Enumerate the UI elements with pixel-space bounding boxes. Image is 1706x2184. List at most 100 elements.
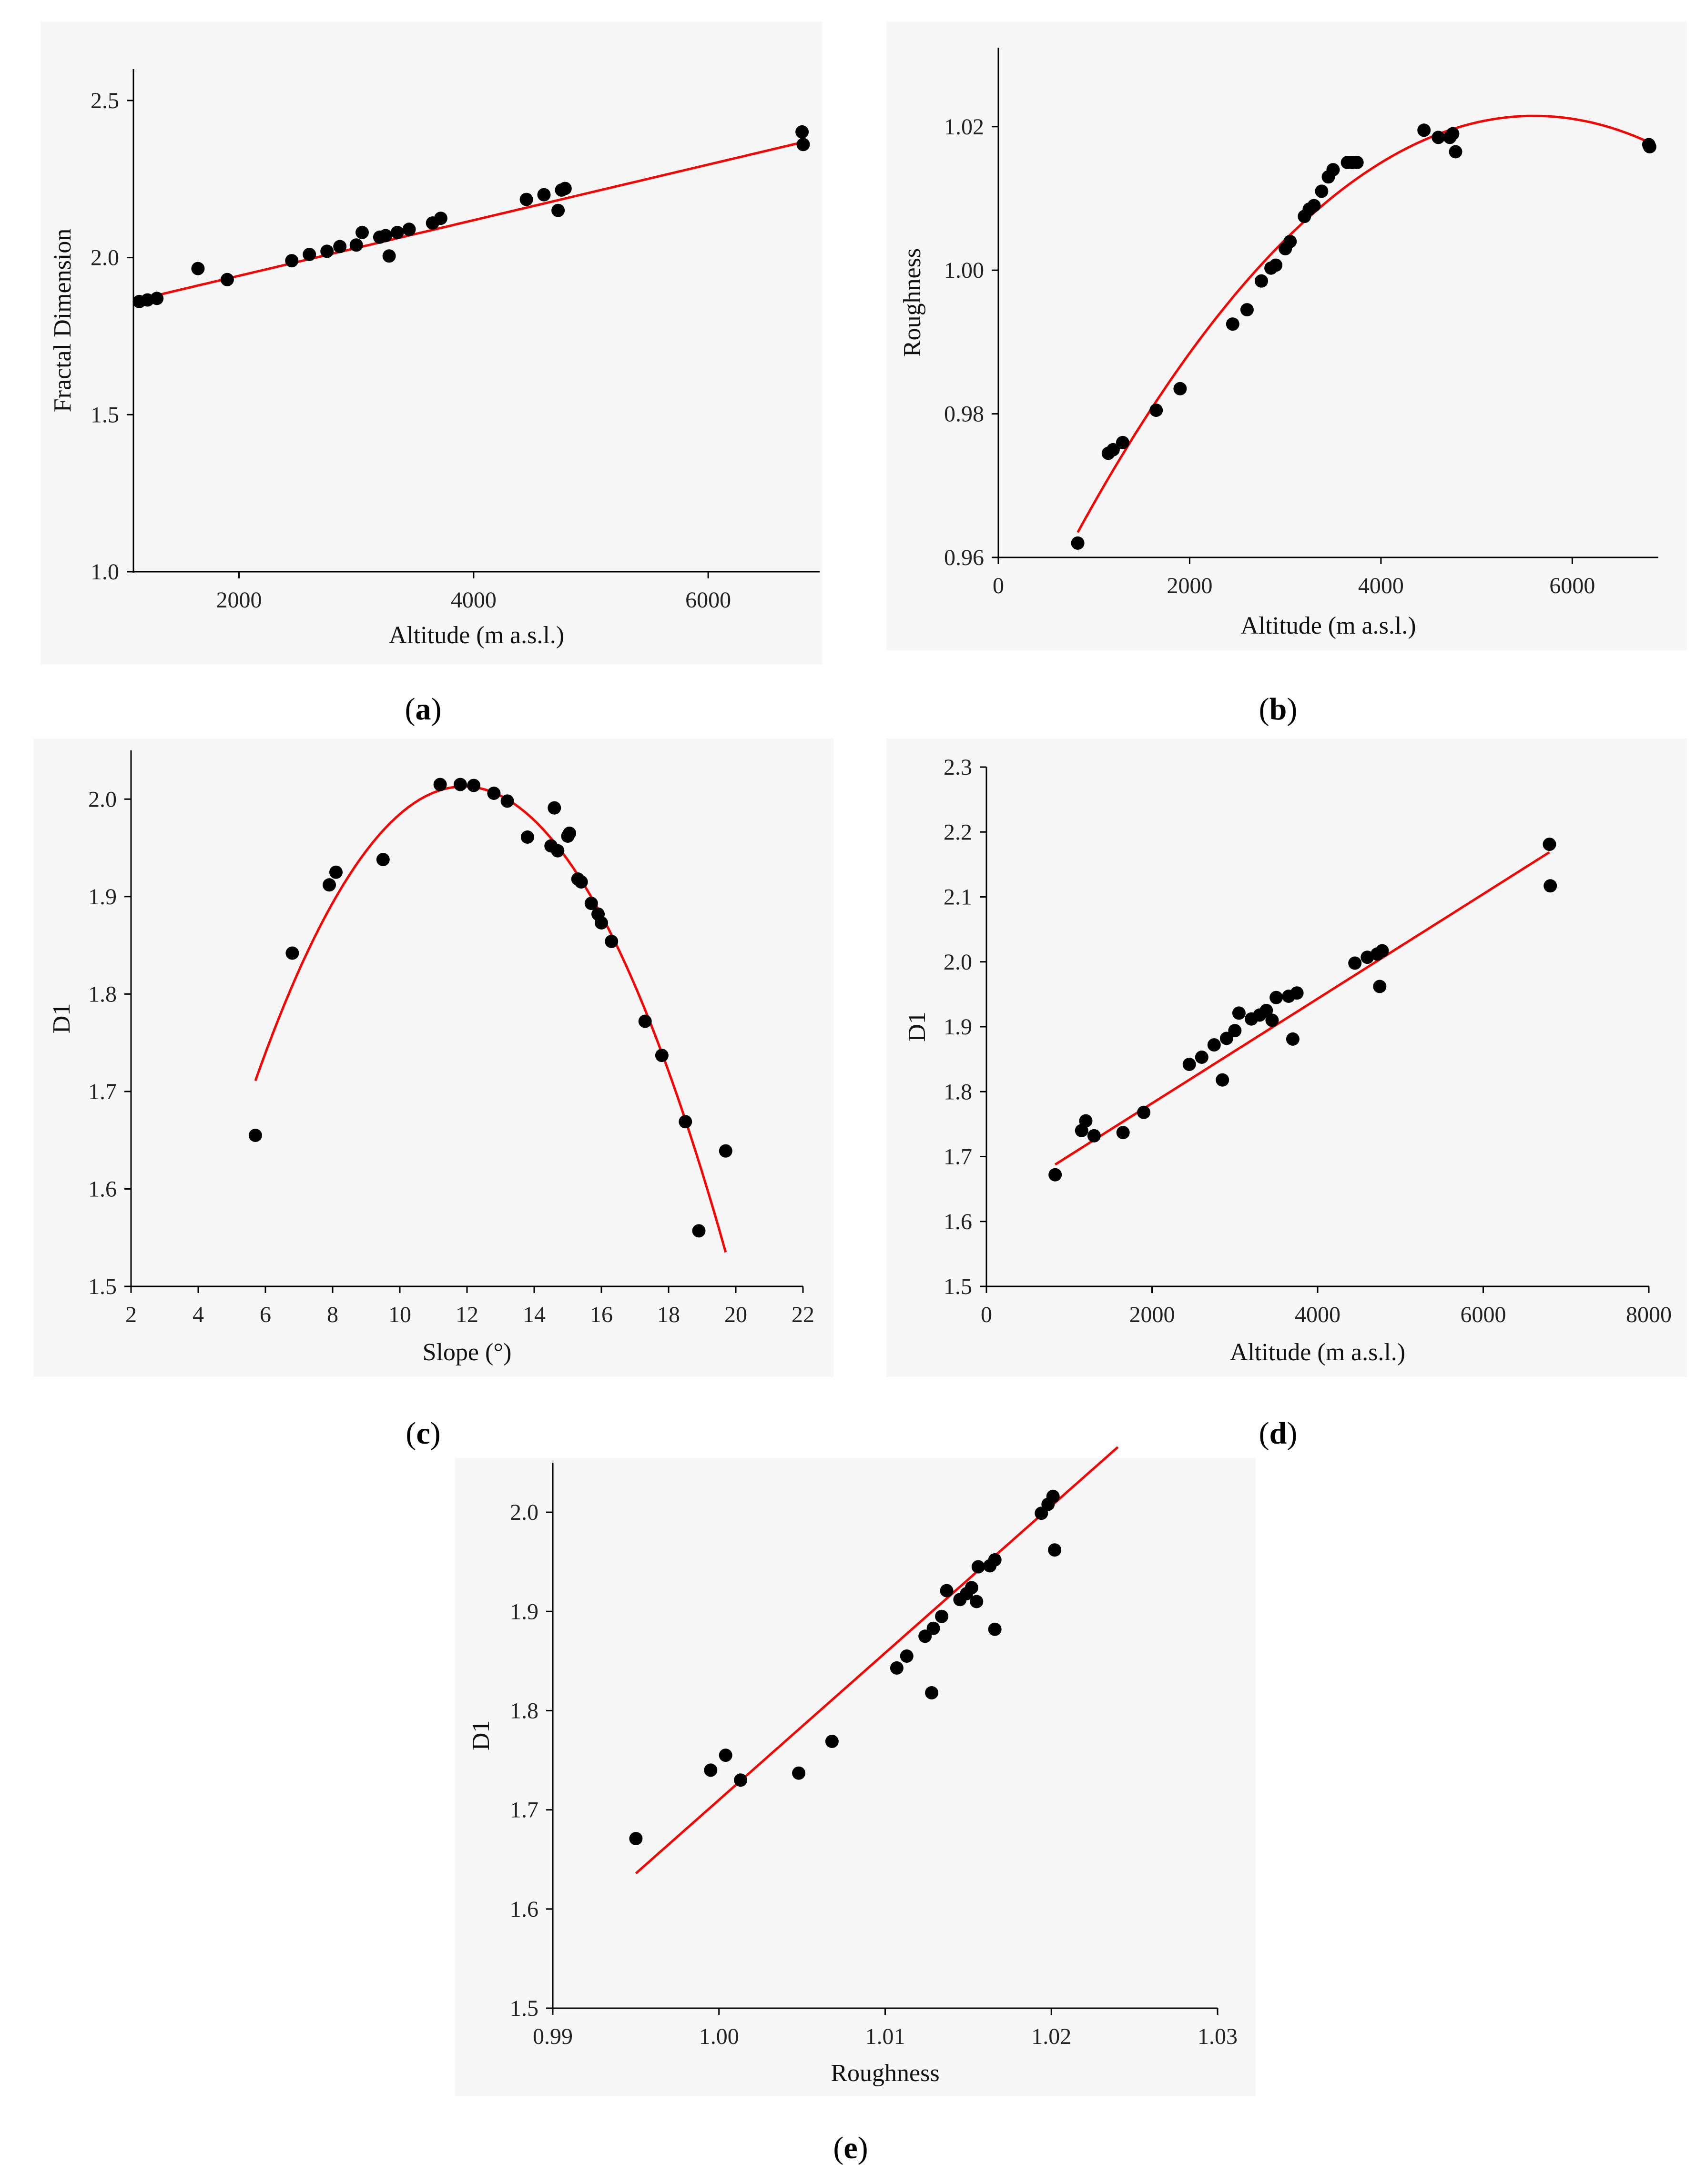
y-tick-label: 1.5: [88, 1274, 117, 1299]
x-tick-label: 20: [724, 1302, 747, 1327]
data-point: [605, 934, 619, 948]
caption-paren: (: [406, 1416, 416, 1451]
data-point: [551, 203, 565, 217]
data-point: [918, 1629, 932, 1643]
panel-background: [886, 21, 1687, 650]
x-tick-label: 0: [981, 1302, 992, 1327]
data-point: [390, 225, 404, 239]
y-tick-label: 2.1: [944, 885, 972, 910]
data-point: [320, 244, 334, 258]
caption-paren: ): [858, 2131, 868, 2165]
caption-paren: ): [430, 1416, 441, 1451]
data-point: [323, 878, 336, 892]
y-tick-label: 1.0: [91, 559, 119, 585]
data-point: [402, 222, 416, 236]
data-point: [584, 897, 598, 910]
x-axis-title: Altitude (m a.s.l.): [1230, 1339, 1405, 1366]
x-tick-label: 0.99: [533, 2024, 573, 2049]
data-point: [376, 853, 390, 867]
data-point: [349, 238, 363, 252]
data-point: [1543, 838, 1556, 851]
data-point: [1269, 258, 1283, 272]
caption-paren: (: [833, 2131, 843, 2165]
data-point: [537, 188, 551, 202]
x-tick-label: 2000: [1167, 573, 1212, 598]
data-point: [1350, 156, 1364, 170]
data-point: [434, 212, 447, 225]
data-point: [1116, 1126, 1130, 1140]
y-axis-title: Fractal Dimension: [49, 229, 76, 413]
x-axis-title: Roughness: [831, 2060, 939, 2087]
data-point: [1048, 1168, 1062, 1182]
data-point: [1173, 382, 1187, 395]
x-tick-label: 16: [590, 1302, 613, 1327]
caption-paren: ): [1287, 1416, 1297, 1451]
y-tick-label: 1.7: [510, 1798, 538, 1823]
data-point: [520, 830, 534, 844]
y-tick-label: 1.8: [88, 981, 117, 1007]
caption-letter: e: [843, 2131, 857, 2165]
caption-letter: b: [1269, 692, 1287, 727]
data-point: [1046, 1489, 1060, 1503]
y-tick-label: 2.0: [88, 787, 117, 812]
data-point: [1048, 1543, 1062, 1557]
x-tick-label: 1.02: [1031, 2024, 1071, 2049]
panel-caption: (c): [406, 1416, 440, 1451]
data-point: [734, 1773, 748, 1787]
data-point: [1269, 991, 1283, 1004]
y-tick-label: 2.0: [510, 1500, 538, 1525]
data-point: [795, 125, 809, 139]
data-point: [1195, 1051, 1208, 1064]
data-point: [1315, 184, 1329, 198]
data-point: [792, 1766, 806, 1780]
y-tick-label: 1.8: [510, 1698, 538, 1723]
data-point: [1087, 1129, 1101, 1143]
panel-background: [886, 738, 1687, 1377]
data-point: [988, 1553, 1002, 1567]
y-tick-label: 2.2: [944, 819, 972, 845]
data-point: [379, 229, 393, 243]
x-tick-label: 8: [327, 1302, 338, 1327]
y-axis-title: D1: [904, 1011, 931, 1042]
panel-background: [455, 1458, 1256, 2096]
x-tick-label: 14: [523, 1302, 546, 1327]
x-tick-label: 8000: [1626, 1302, 1672, 1327]
data-point: [900, 1649, 914, 1663]
data-point: [1290, 986, 1304, 1000]
data-point: [796, 138, 810, 152]
data-point: [1417, 123, 1431, 137]
data-point: [1432, 131, 1445, 144]
panel-background: [41, 21, 822, 665]
data-point: [1449, 145, 1462, 159]
x-tick-label: 12: [456, 1302, 478, 1327]
data-point: [655, 1049, 669, 1062]
data-point: [1375, 944, 1389, 958]
data-point: [1373, 980, 1387, 993]
caption-paren: ): [1287, 692, 1297, 727]
x-tick-label: 4000: [1358, 573, 1404, 598]
caption-paren: (: [1259, 1416, 1269, 1451]
x-tick-label: 6000: [685, 587, 731, 613]
data-point: [467, 779, 481, 792]
data-point: [1137, 1105, 1151, 1119]
chart-panel-d: 0 2000 4000 6000 8000 1.5 1.6 1.7 1.8 1.9 2.0 2.1 2.…: [886, 738, 1687, 1451]
chart-panel-a: 2000 4000 6000 1.0 1.5 2.0 2.5 Altitude (m a.s.…: [41, 21, 822, 727]
data-point: [595, 916, 608, 930]
y-axis-title: D1: [467, 1720, 495, 1751]
data-point: [1283, 234, 1297, 248]
data-point: [355, 225, 369, 239]
data-point: [1226, 317, 1239, 331]
caption-paren: (: [405, 692, 416, 727]
data-point: [563, 826, 576, 840]
chart-panel-c: 2 4 6 8 10 12 14 16 18 20 22 1.5 1.6 1.7 1.8 1.9 2.0 Slop…: [33, 738, 834, 1451]
x-tick-label: 2: [125, 1302, 137, 1327]
x-tick-label: 18: [657, 1302, 680, 1327]
data-point: [558, 182, 572, 195]
chart-panel-e: 0.99 1.00 1.01 1.02 1.03 1.5 1.6 1.7 1.8 1.9 2.0 Ro…: [455, 1446, 1256, 2165]
data-point: [1240, 303, 1254, 317]
data-point: [333, 240, 347, 253]
caption-paren: ): [431, 692, 442, 727]
x-tick-label: 6000: [1461, 1302, 1506, 1327]
data-point: [303, 248, 316, 261]
